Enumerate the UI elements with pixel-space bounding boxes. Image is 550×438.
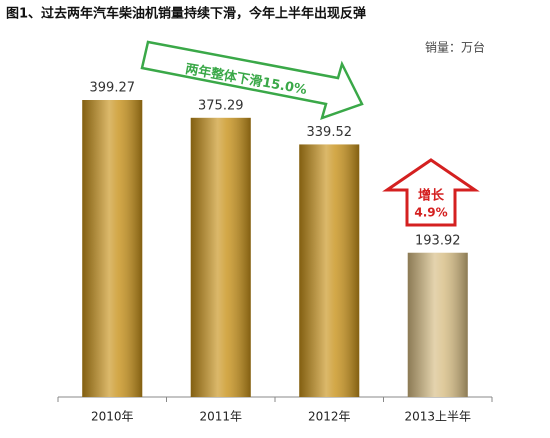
value-label: 193.92: [415, 233, 461, 248]
value-label: 339.52: [307, 125, 353, 140]
bar: [407, 252, 468, 397]
bar: [82, 100, 143, 397]
annotation: 4.9%: [414, 206, 447, 220]
x-tick-label: 2011年: [199, 410, 242, 424]
bar: [299, 144, 360, 397]
x-tick-label: 2012年: [308, 410, 351, 424]
x-tick-label: 2010年: [91, 410, 134, 424]
x-tick-label: 2013上半年: [404, 410, 471, 424]
growth-arrow: [382, 158, 480, 227]
annotation: 增长: [418, 188, 445, 204]
chart-title: 图1、过去两年汽车柴油机销量持续下滑，今年上半年出现反弹: [6, 6, 366, 22]
trend-arrow: [140, 40, 364, 120]
bar: [190, 117, 251, 397]
value-label: 399.27: [90, 81, 136, 96]
value-label: 375.29: [198, 98, 244, 113]
unit-label: 销量：万台: [425, 40, 485, 55]
